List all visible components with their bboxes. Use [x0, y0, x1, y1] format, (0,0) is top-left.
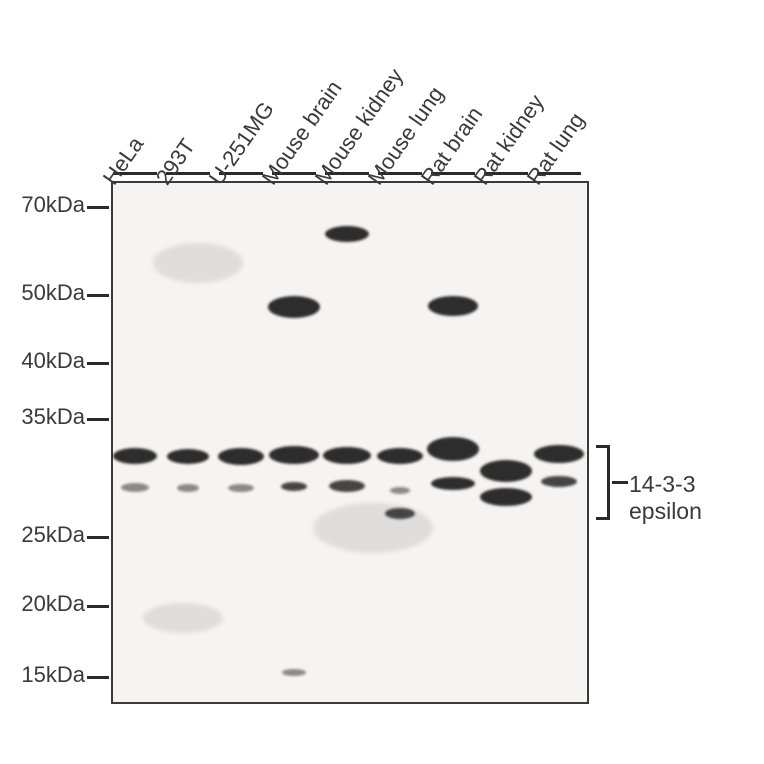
band	[228, 484, 254, 492]
band	[534, 445, 584, 463]
band	[377, 448, 423, 464]
band	[281, 482, 307, 491]
bracket-cap	[596, 445, 610, 448]
band	[325, 226, 369, 242]
mw-label: 40kDa	[0, 348, 85, 374]
band	[218, 448, 264, 465]
band	[167, 449, 209, 464]
band	[427, 437, 479, 461]
band	[323, 447, 371, 464]
mw-tick	[87, 676, 109, 679]
mw-label: 20kDa	[0, 591, 85, 617]
mw-label: 25kDa	[0, 522, 85, 548]
band	[480, 488, 532, 506]
band	[541, 476, 577, 487]
band	[428, 296, 478, 316]
band	[329, 480, 365, 492]
band	[268, 296, 320, 318]
band	[177, 484, 199, 492]
film-noise	[153, 243, 243, 283]
band	[385, 508, 415, 519]
western-blot-figure: HeLa293TU-251MGMouse brainMouse kidneyMo…	[0, 0, 764, 764]
band	[431, 477, 475, 490]
band	[269, 446, 319, 464]
target-label: 14-3-3 epsilon	[629, 471, 764, 525]
film-noise	[313, 503, 433, 553]
mw-label: 70kDa	[0, 192, 85, 218]
mw-tick	[87, 605, 109, 608]
film-noise	[143, 603, 223, 633]
band	[390, 487, 410, 494]
mw-tick	[87, 536, 109, 539]
blot-membrane	[111, 181, 589, 704]
bracket-stub	[612, 481, 628, 484]
mw-label: 15kDa	[0, 662, 85, 688]
band	[113, 448, 157, 464]
mw-tick	[87, 206, 109, 209]
band	[121, 483, 149, 492]
bracket-cap	[596, 517, 610, 520]
band	[480, 460, 532, 482]
mw-label: 35kDa	[0, 404, 85, 430]
mw-tick	[87, 362, 109, 365]
mw-label: 50kDa	[0, 280, 85, 306]
band	[282, 669, 306, 676]
mw-tick	[87, 418, 109, 421]
target-bracket	[596, 445, 610, 520]
mw-tick	[87, 294, 109, 297]
